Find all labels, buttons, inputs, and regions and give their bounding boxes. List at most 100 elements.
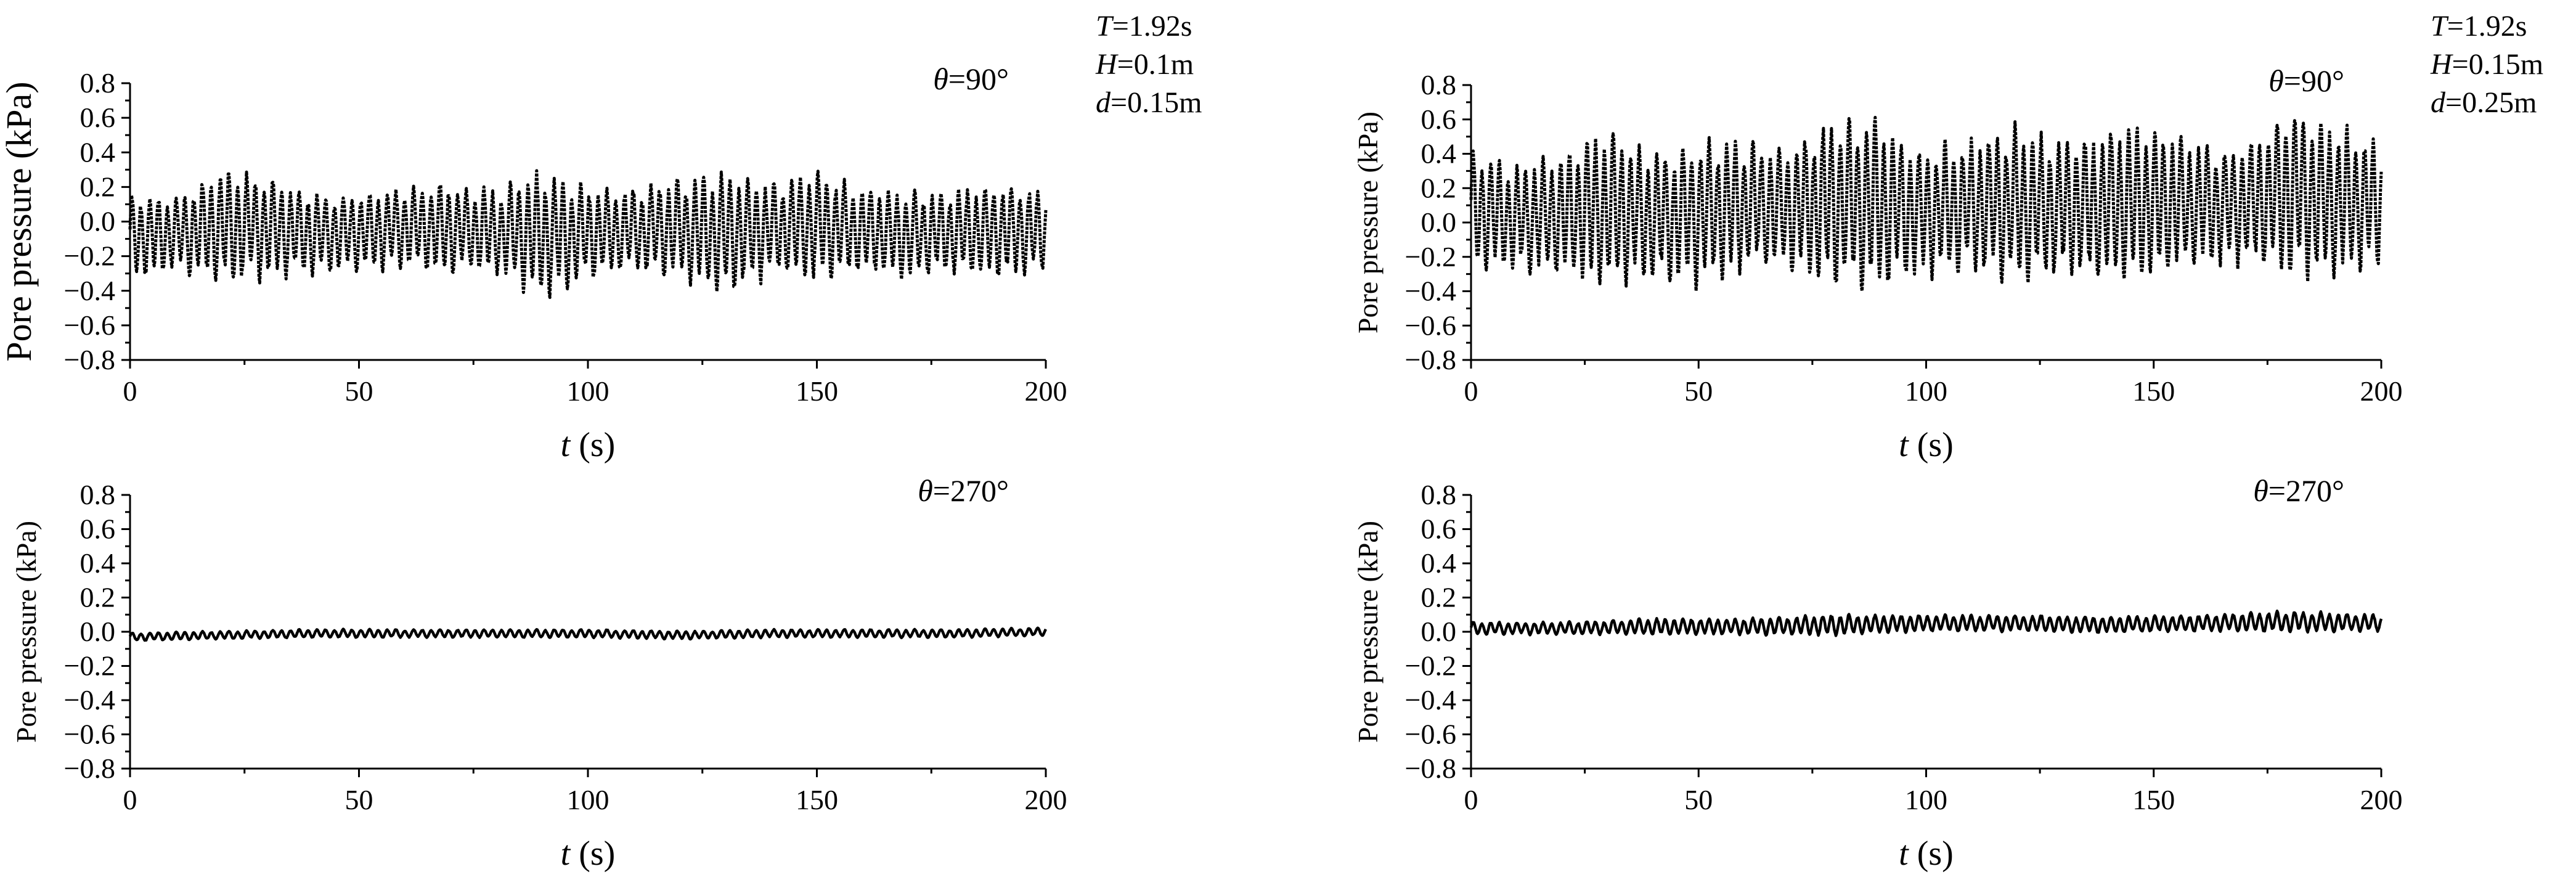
y-tick-label: 0.4: [80, 136, 116, 168]
y-tick-label: 0.4: [1421, 547, 1457, 579]
chart-panel-top-right: 0.8 0.60.40.20.0−0.2 −0.4−0.6−0.8 0 50 100 150…: [1352, 10, 2543, 464]
y-axis-label: Pore pressure (kPa): [1352, 521, 1384, 743]
series-line-top-right: [1469, 116, 2383, 293]
x-axis-label-unit: (s): [1909, 835, 1954, 873]
x-axis-label: t (s): [561, 835, 616, 873]
y-tick-label: −0.8: [64, 753, 115, 784]
theta-annotation-var: θ: [918, 473, 933, 508]
theta-annotation-var: θ: [2268, 63, 2284, 98]
x-tick-label: 150: [796, 375, 838, 407]
x-axis-label-var: t: [561, 835, 571, 873]
y-tick-label: −0.8: [1405, 753, 1456, 784]
x-axis-label: t (s): [561, 426, 616, 464]
y-axis-label: Pore pressure (kPa): [1352, 112, 1384, 333]
y-tick-label: 0.2: [1421, 582, 1457, 613]
wave-param-var: T: [2431, 10, 2449, 43]
x-tick-label: 100: [567, 784, 609, 815]
wave-param-value: =1.92s: [1112, 10, 1192, 43]
y-tick-label: −0.6: [64, 719, 115, 750]
wave-param-value: =0.15m: [1111, 86, 1202, 119]
theta-annotation-value: =270°: [933, 473, 1009, 508]
wave-param-d: d=0.25m: [2431, 86, 2537, 119]
x-tick-label: 50: [1684, 784, 1713, 815]
wave-param-var: H: [1095, 48, 1119, 81]
y-tick-label: 0.6: [1421, 513, 1457, 545]
wave-param-H: H=0.1m: [1095, 48, 1194, 81]
wave-param-var: d: [1096, 86, 1111, 119]
x-tick-label: 200: [2360, 784, 2403, 815]
series-line-bottom-right: [1469, 610, 2383, 637]
y-tick-label: 0.8: [80, 67, 116, 99]
y-tick-label: 0.6: [1421, 104, 1457, 135]
x-axis-label: t (s): [1899, 835, 1954, 873]
x-tick-label: 100: [1905, 375, 1947, 407]
y-tick-label: −0.4: [64, 684, 115, 716]
wave-param-T: T=1.92s: [2431, 10, 2527, 43]
y-tick-label: 0.4: [80, 547, 116, 579]
y-tick-label: 0.8: [1421, 69, 1457, 100]
y-tick-label: 0.0: [80, 616, 116, 647]
x-axis-label-var: t: [1899, 835, 1909, 873]
x-axis-label-unit: (s): [570, 426, 615, 464]
y-tick-label: −0.8: [64, 344, 115, 375]
x-tick-label: 200: [2360, 375, 2403, 407]
chart-panel-bottom-left: 0.80.60.40.20.0−0.2−0.4−0.6−0.8 0 50 100 150…: [10, 473, 1067, 873]
theta-annotation: θ=90°: [2268, 63, 2344, 98]
theta-annotation-var: θ: [933, 62, 948, 96]
x-axis-label-var: t: [1899, 426, 1909, 464]
y-tick-label: 0.6: [80, 513, 116, 545]
y-axis-label: Pore pressure (kPa): [0, 81, 39, 361]
theta-annotation: θ=270°: [918, 473, 1009, 508]
theta-annotation: θ=270°: [2253, 473, 2344, 508]
y-axis-label: Pore pressure (kPa): [10, 521, 42, 743]
theta-annotation-value: =270°: [2268, 473, 2344, 508]
x-tick-label: 0: [1464, 784, 1478, 815]
x-tick-label: 200: [1025, 784, 1067, 815]
y-tick-label: −0.8: [1405, 344, 1456, 375]
series-line-top-left: [128, 169, 1048, 300]
y-tick-label: 0.4: [1421, 138, 1457, 169]
x-tick-label: 200: [1025, 375, 1067, 407]
y-tick-label: −0.2: [1405, 241, 1456, 272]
x-tick-label: 0: [1464, 375, 1478, 407]
x-tick-label: 0: [123, 375, 137, 407]
y-tick-label: −0.6: [1405, 309, 1456, 341]
x-tick-label: 50: [345, 375, 373, 407]
x-axis-label-unit: (s): [1909, 426, 1954, 464]
y-tick-label: −0.6: [64, 309, 115, 341]
y-tick-label: 0.0: [1421, 616, 1457, 647]
x-axis-label-unit: (s): [570, 835, 615, 873]
wave-param-var: T: [1096, 10, 1114, 43]
y-tick-label: −0.2: [64, 650, 115, 682]
y-tick-label: 0.8: [80, 479, 116, 510]
x-tick-label: 150: [2132, 375, 2175, 407]
x-tick-label: 100: [567, 375, 609, 407]
wave-param-d: d=0.15m: [1096, 86, 1202, 119]
y-tick-label: 0.0: [1421, 206, 1457, 238]
y-tick-label: −0.2: [1405, 650, 1456, 682]
wave-param-H: H=0.15m: [2430, 48, 2543, 81]
y-tick-label: 0.8: [1421, 479, 1457, 510]
wave-param-T: T=1.92s: [1096, 10, 1192, 43]
wave-param-var: H: [2430, 48, 2453, 81]
chart-panel-top-left: 0.80.60.40.2 0.0−0.2−0.4−0.6−0.8 0 50 100 150…: [0, 10, 1202, 464]
y-tick-label: −0.4: [1405, 276, 1456, 307]
y-tick-label: −0.6: [1405, 719, 1456, 750]
theta-annotation-value: =90°: [2284, 63, 2344, 98]
x-axis-label: t (s): [1899, 426, 1954, 464]
x-tick-label: 50: [1684, 375, 1713, 407]
wave-param-value: =1.92s: [2447, 10, 2527, 43]
x-tick-label: 150: [2132, 784, 2175, 815]
y-tick-label: −0.4: [1405, 684, 1456, 716]
series-line-bottom-left: [128, 626, 1048, 642]
y-tick-label: 0.2: [80, 582, 116, 613]
y-tick-label: 0.2: [1421, 172, 1457, 203]
y-tick-label: −0.4: [64, 275, 115, 306]
x-tick-label: 100: [1905, 784, 1947, 815]
wave-param-value: =0.15m: [2452, 48, 2543, 81]
x-axis-label-var: t: [561, 426, 571, 464]
theta-annotation-value: =90°: [948, 62, 1009, 96]
y-tick-label: −0.2: [64, 240, 115, 272]
